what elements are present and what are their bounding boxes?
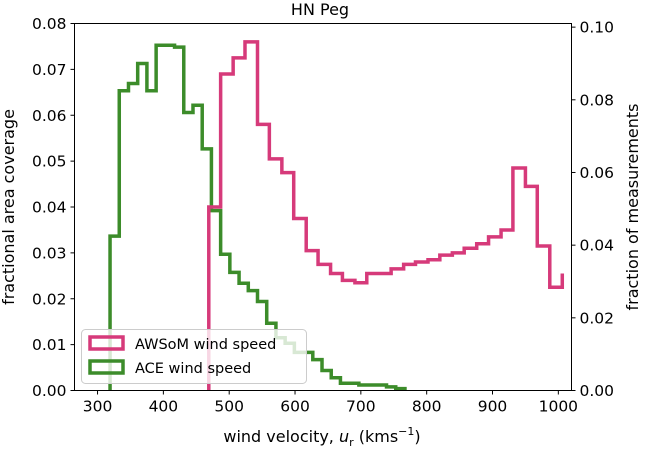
y-left-tick-label: 0.04 xyxy=(32,199,67,217)
x-tick-label: 800 xyxy=(412,398,442,416)
y-left-tick-label: 0.00 xyxy=(32,382,67,400)
y-right-tick-label: 0.04 xyxy=(580,237,615,255)
x-axis-label: wind velocity, ur (kms−1) xyxy=(223,425,420,449)
legend: AWSoM wind speed ACE wind speed xyxy=(81,329,307,384)
x-tick-label: 300 xyxy=(83,398,113,416)
y-left-tick-label: 0.06 xyxy=(32,107,67,125)
y-axis-left: 0.00 0.01 0.02 0.03 0.04 0.05 0.06 0.07 0.08 xyxy=(32,15,75,400)
y-right-tick-label: 0.00 xyxy=(580,382,615,400)
y-left-tick-label: 0.02 xyxy=(32,290,67,308)
y-right-tick-label: 0.06 xyxy=(580,164,615,182)
legend-swatch-awsom xyxy=(88,335,125,351)
x-tick-label: 1000 xyxy=(539,398,578,416)
x-tick-label: 900 xyxy=(478,398,508,416)
ace-histogram-line xyxy=(108,43,407,391)
awsom-histogram-line xyxy=(207,40,565,391)
legend-label-awsom: AWSoM wind speed xyxy=(135,337,276,353)
y-axis-right: 0.00 0.02 0.04 0.06 0.08 0.10 xyxy=(571,19,615,400)
x-axis: 300 400 500 600 700 800 900 1000 xyxy=(83,390,578,416)
x-tick-label: 500 xyxy=(214,398,244,416)
y-right-tick-label: 0.10 xyxy=(580,19,615,37)
y-left-tick-label: 0.07 xyxy=(32,61,67,79)
legend-box xyxy=(81,329,307,384)
y-left-tick-label: 0.08 xyxy=(32,15,67,33)
y-left-tick-label: 0.05 xyxy=(32,153,67,171)
legend-swatch-ace xyxy=(88,359,125,375)
legend-label-ace: ACE wind speed xyxy=(135,361,251,377)
y-right-tick-label: 0.02 xyxy=(580,309,615,327)
x-tick-label: 400 xyxy=(149,398,179,416)
x-tick-label: 600 xyxy=(280,398,310,416)
y-axis-right-label: fraction of measurements xyxy=(623,103,642,310)
y-left-tick-label: 0.03 xyxy=(32,244,67,262)
x-tick-label: 700 xyxy=(346,398,376,416)
y-right-tick-label: 0.08 xyxy=(580,91,615,109)
y-axis-left-label: fractional area coverage xyxy=(0,109,18,305)
chart-title: HN Peg xyxy=(291,0,349,19)
y-left-tick-label: 0.01 xyxy=(32,336,67,354)
